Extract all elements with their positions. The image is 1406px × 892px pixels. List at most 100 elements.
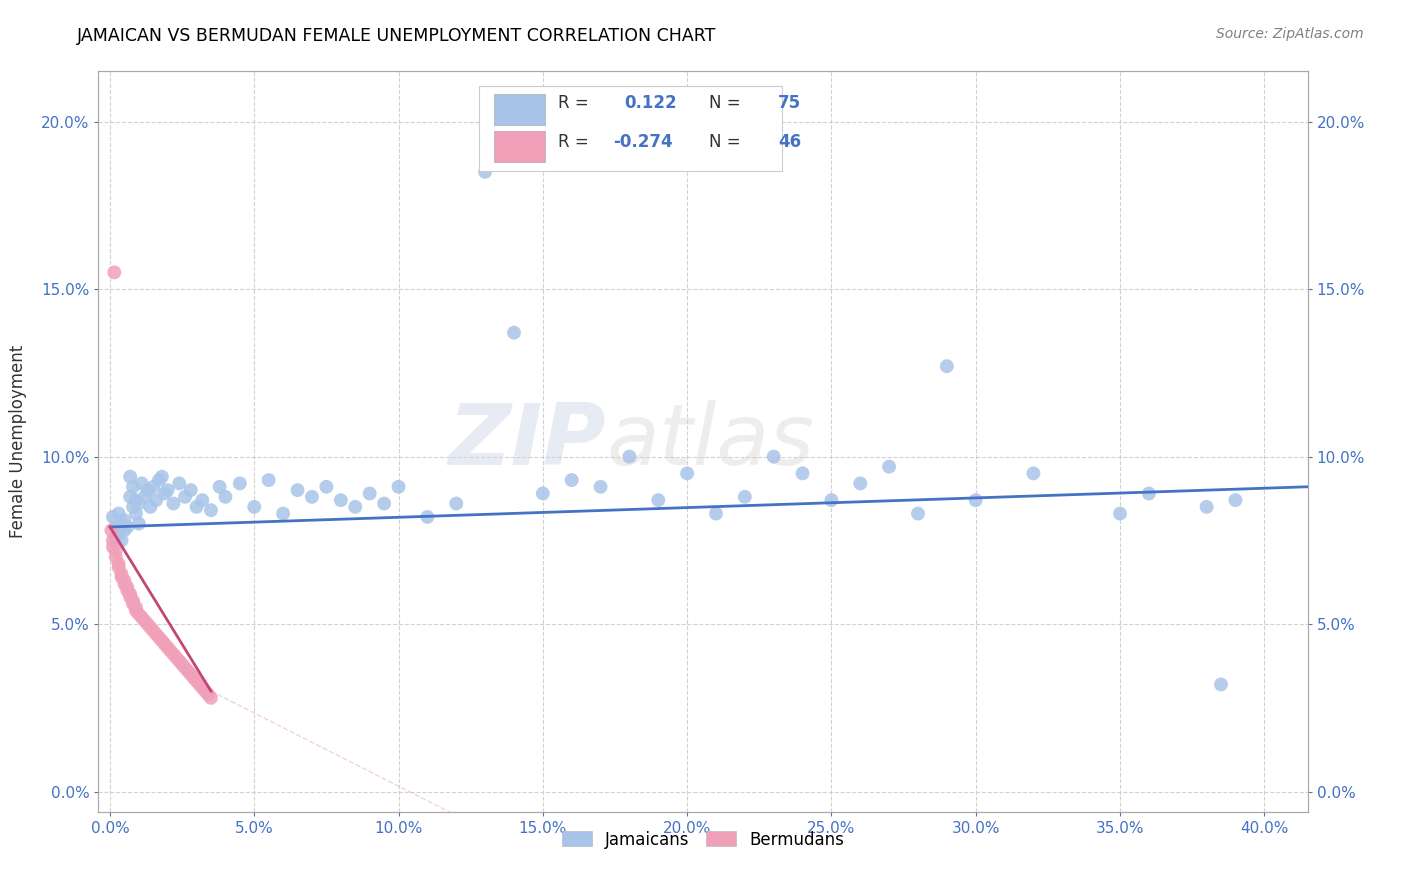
Point xyxy=(122,480,145,494)
Point xyxy=(110,516,132,531)
Text: R =: R = xyxy=(558,133,593,151)
Point xyxy=(134,614,156,628)
Point xyxy=(183,671,205,685)
Point xyxy=(1195,500,1218,514)
Point xyxy=(167,654,190,668)
Point xyxy=(104,543,127,558)
Point xyxy=(162,496,184,510)
Point xyxy=(257,473,280,487)
Point xyxy=(112,524,135,538)
Point xyxy=(180,667,202,681)
Point xyxy=(174,490,197,504)
Point xyxy=(159,644,181,658)
Point xyxy=(110,570,132,584)
Point xyxy=(734,490,756,504)
Point xyxy=(792,467,814,481)
Point xyxy=(122,500,145,514)
Point xyxy=(125,600,148,615)
Point xyxy=(1022,467,1045,481)
Point xyxy=(136,483,159,497)
Point xyxy=(120,469,142,483)
Text: N =: N = xyxy=(709,95,747,112)
Point xyxy=(131,476,153,491)
Point xyxy=(139,500,162,514)
Point xyxy=(145,493,167,508)
Point xyxy=(156,483,179,497)
Point xyxy=(107,526,129,541)
Point xyxy=(153,637,176,651)
Point xyxy=(243,500,266,514)
Point xyxy=(191,681,214,695)
Point xyxy=(197,688,219,702)
Point xyxy=(186,500,208,514)
Point xyxy=(156,640,179,655)
Point xyxy=(104,550,127,565)
Point xyxy=(145,627,167,641)
Point xyxy=(110,566,132,581)
Point xyxy=(120,490,142,504)
Point xyxy=(301,490,323,504)
Point xyxy=(110,533,132,548)
Text: JAMAICAN VS BERMUDAN FEMALE UNEMPLOYMENT CORRELATION CHART: JAMAICAN VS BERMUDAN FEMALE UNEMPLOYMENT… xyxy=(77,27,717,45)
Point xyxy=(531,486,554,500)
Point xyxy=(647,493,669,508)
Legend: Jamaicans, Bermudans: Jamaicans, Bermudans xyxy=(555,824,851,855)
Text: 75: 75 xyxy=(778,95,801,112)
Point xyxy=(117,520,139,534)
Point xyxy=(107,507,129,521)
Point xyxy=(125,493,148,508)
Point xyxy=(120,587,142,601)
Point xyxy=(128,607,150,621)
Point xyxy=(229,476,252,491)
Point xyxy=(446,496,468,510)
Point xyxy=(150,633,173,648)
Point xyxy=(191,493,214,508)
Y-axis label: Female Unemployment: Female Unemployment xyxy=(8,345,27,538)
Text: Source: ZipAtlas.com: Source: ZipAtlas.com xyxy=(1216,27,1364,41)
Point xyxy=(131,610,153,624)
Point xyxy=(1209,677,1232,691)
Point xyxy=(387,480,409,494)
Point xyxy=(200,690,222,705)
Point xyxy=(180,483,202,497)
Point xyxy=(474,165,496,179)
Text: 0.122: 0.122 xyxy=(624,95,678,112)
Point xyxy=(117,583,139,598)
Point xyxy=(214,490,236,504)
Point xyxy=(150,469,173,483)
Point xyxy=(128,496,150,510)
Point xyxy=(877,459,900,474)
Point xyxy=(104,520,127,534)
Point xyxy=(208,480,231,494)
FancyBboxPatch shape xyxy=(479,87,782,171)
Point xyxy=(134,490,156,504)
Point xyxy=(619,450,641,464)
Point xyxy=(589,480,612,494)
Point xyxy=(136,617,159,632)
Point xyxy=(503,326,526,340)
Point xyxy=(762,450,785,464)
Point xyxy=(194,684,217,698)
Point xyxy=(200,503,222,517)
Point xyxy=(315,480,337,494)
FancyBboxPatch shape xyxy=(494,131,544,162)
Point xyxy=(561,473,583,487)
Point xyxy=(177,664,200,678)
Point xyxy=(704,507,727,521)
Point xyxy=(271,507,294,521)
Point xyxy=(112,513,135,527)
Point xyxy=(104,530,127,544)
Point xyxy=(849,476,872,491)
Point xyxy=(101,540,124,554)
Point xyxy=(142,480,165,494)
Text: 46: 46 xyxy=(778,133,801,151)
Point xyxy=(167,476,190,491)
Point xyxy=(122,597,145,611)
Point xyxy=(344,500,367,514)
Point xyxy=(103,265,125,279)
Point xyxy=(101,510,124,524)
Point xyxy=(128,516,150,531)
Point xyxy=(287,483,309,497)
Text: N =: N = xyxy=(709,133,747,151)
Point xyxy=(112,574,135,588)
